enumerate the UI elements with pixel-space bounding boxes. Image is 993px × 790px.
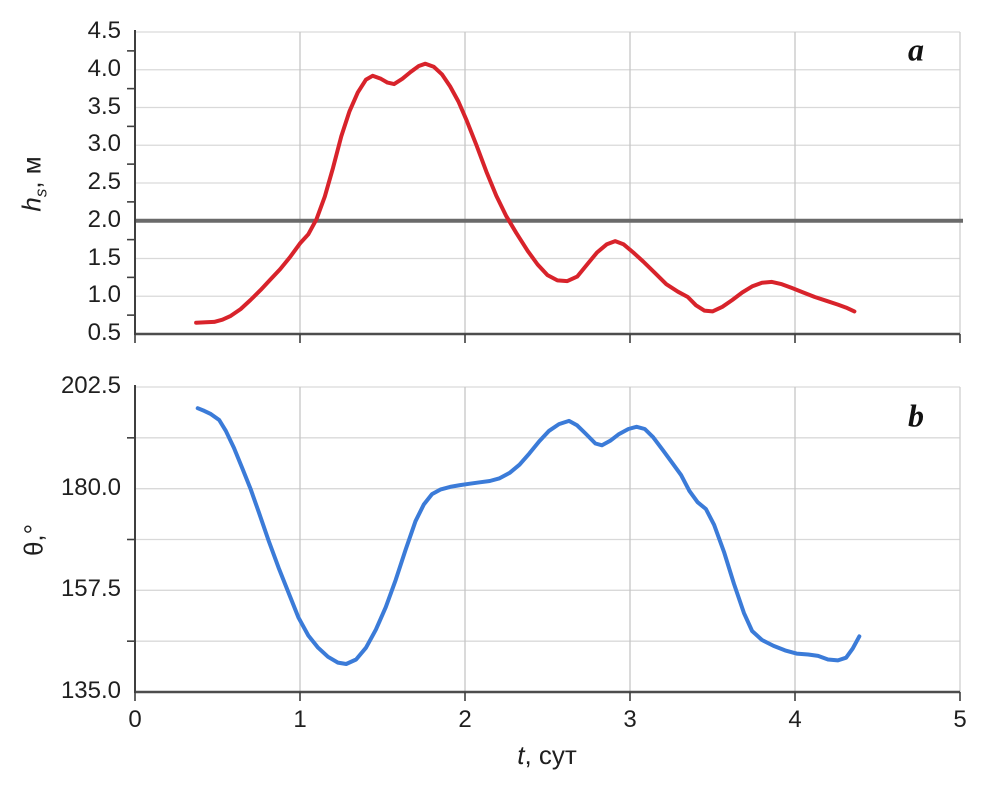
panel-a-y-tick-label: 3.0 bbox=[87, 130, 121, 158]
panel-b-y-tick-label: 157.5 bbox=[60, 575, 121, 603]
x-tick-label: 3 bbox=[623, 706, 637, 733]
panel-b-letter: b bbox=[908, 397, 924, 434]
x-tick-label: 1 bbox=[293, 706, 307, 733]
x-axis-title: t, сут bbox=[447, 740, 647, 771]
panel-a-y-tick-label: 3.5 bbox=[87, 92, 121, 120]
panel-a-y-tick-label: 1.5 bbox=[87, 243, 121, 271]
panel-a-y-tick-label: 2.0 bbox=[87, 205, 121, 233]
panel-a-letter: a bbox=[908, 31, 924, 68]
wave-height-curve bbox=[194, 61, 857, 325]
x-title-units: , сут bbox=[524, 740, 577, 770]
panel-a-y-axis-title: hs, м bbox=[16, 156, 51, 211]
panel-a-y-tick-label: 4.0 bbox=[87, 54, 121, 82]
y-title-variable: h bbox=[16, 197, 47, 212]
y-title-units: , м bbox=[16, 156, 47, 189]
x-tick-label: 0 bbox=[128, 706, 142, 733]
y-title-subscript: s bbox=[31, 188, 51, 198]
panel-b-y-tick-label: 180.0 bbox=[60, 473, 121, 501]
panel-a-y-tick-label: 4.5 bbox=[87, 17, 121, 44]
panel-b-y-tick-label: 135.0 bbox=[60, 677, 121, 704]
panel-a-y-tick-label: 1.0 bbox=[87, 281, 121, 309]
panel-b-y-axis-title: θ,° bbox=[19, 524, 50, 556]
x-tick-label: 2 bbox=[458, 706, 472, 733]
panel-a-y-tick-label: 0.5 bbox=[87, 319, 121, 346]
y-title-theta: θ,° bbox=[18, 523, 49, 557]
x-tick-label: 5 bbox=[953, 706, 967, 733]
x-tick-label: 4 bbox=[788, 706, 802, 733]
x-title-variable: t bbox=[517, 740, 525, 770]
panel-a-y-tick-label: 2.5 bbox=[87, 168, 121, 195]
wave-direction-curve bbox=[195, 406, 862, 666]
panel-b-y-tick-label: 202.5 bbox=[60, 372, 121, 399]
